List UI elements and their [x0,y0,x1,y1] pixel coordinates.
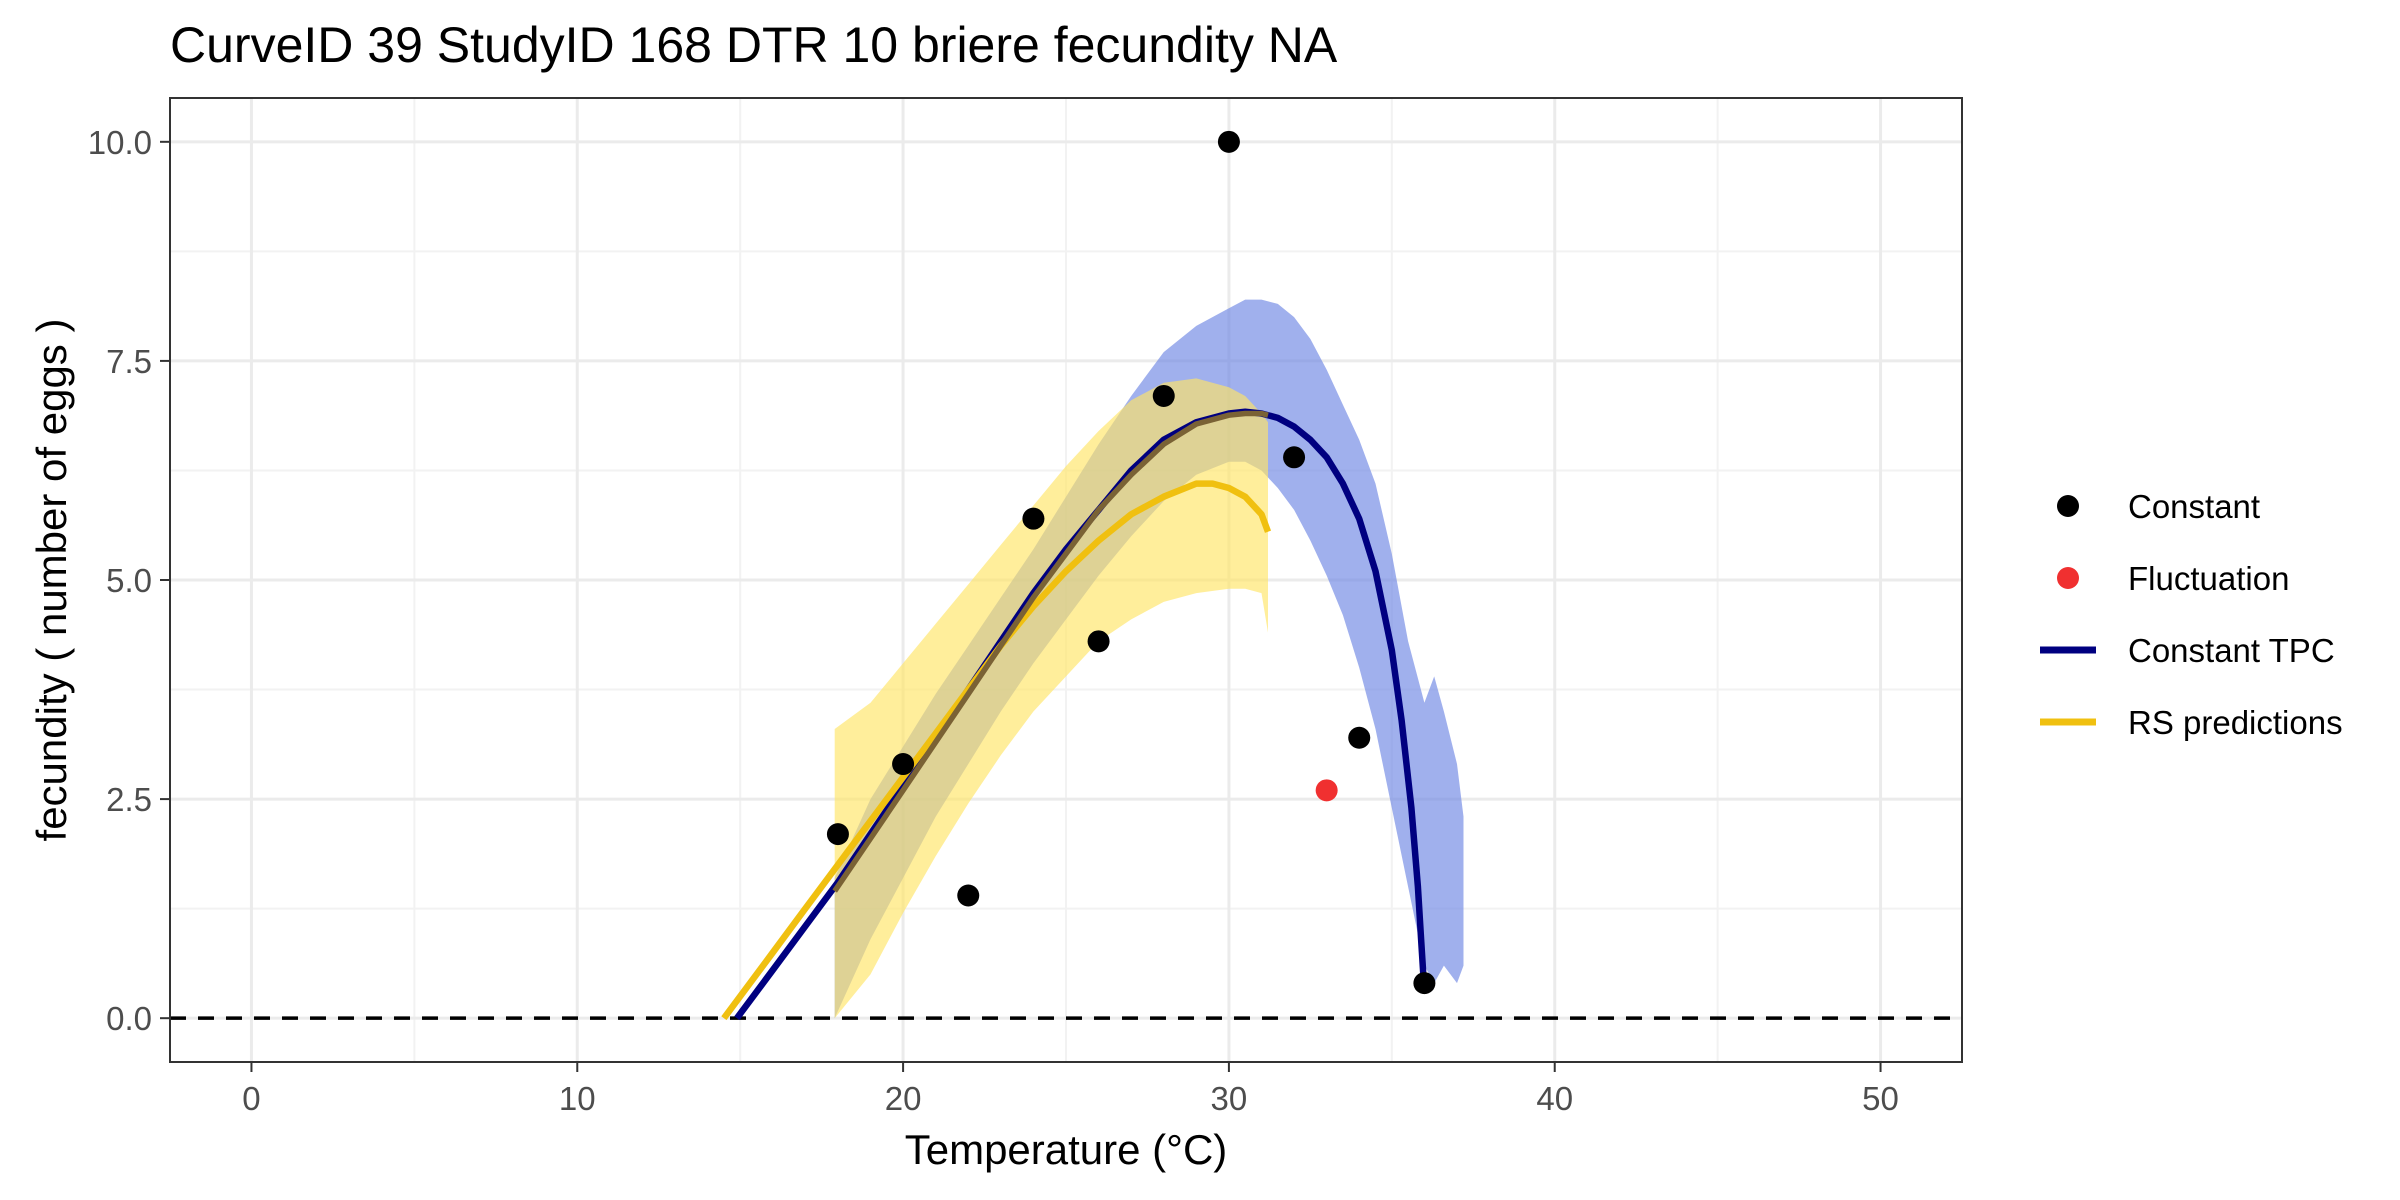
constant-point [1283,446,1306,469]
confidence-ribbons [834,299,1464,1019]
constant-point [1022,507,1045,530]
x-tick-label: 50 [1862,1080,1899,1117]
legend-label: Constant TPC [2128,632,2335,669]
constant-point [1152,384,1175,407]
y-tick-label: 0.0 [106,1000,152,1037]
chart-title: CurveID 39 StudyID 168 DTR 10 briere fec… [170,17,1338,73]
y-axis-title: fecundity ( number of eggs ) [28,319,75,842]
x-axis-title: Temperature (°C) [905,1126,1228,1173]
constant-point [826,823,849,846]
overlap-mean-line [832,410,1269,893]
legend-key-constant [2057,495,2079,517]
y-tick-label: 10.0 [88,124,152,161]
x-tick-label: 40 [1536,1080,1573,1117]
curve-lines [721,408,1428,1021]
constant-tpc-ribbon [834,299,1464,1019]
y-tick-label: 7.5 [106,343,152,380]
legend-label: Fluctuation [2128,560,2289,597]
x-tick-label: 10 [559,1080,596,1117]
constant-point [1348,726,1371,749]
legend-label: RS predictions [2128,704,2343,741]
x-tick-label: 0 [242,1080,260,1117]
x-axis-ticks: 0 10 20 30 40 50 [242,1062,1899,1117]
data-points [826,130,1436,995]
constant-point [892,753,915,776]
y-tick-label: 5.0 [106,562,152,599]
constant-point [1087,630,1110,653]
legend-key-fluctuation [2057,567,2079,589]
constant-point [1413,972,1436,995]
x-tick-label: 30 [1211,1080,1248,1117]
legend: Constant Fluctuation Constant TPC RS predic… [2040,488,2343,741]
fluctuation-point [1315,779,1338,802]
constant-point [1217,130,1240,153]
x-tick-label: 20 [885,1080,922,1117]
rs-predictions-ribbon [834,378,1268,1019]
y-axis-ticks: 0.0 2.5 5.0 7.5 10.0 [88,124,170,1037]
y-tick-label: 2.5 [106,781,152,818]
constant-point [957,884,980,907]
rs-predictions-line [721,480,1272,1021]
legend-label: Constant [2128,488,2260,525]
